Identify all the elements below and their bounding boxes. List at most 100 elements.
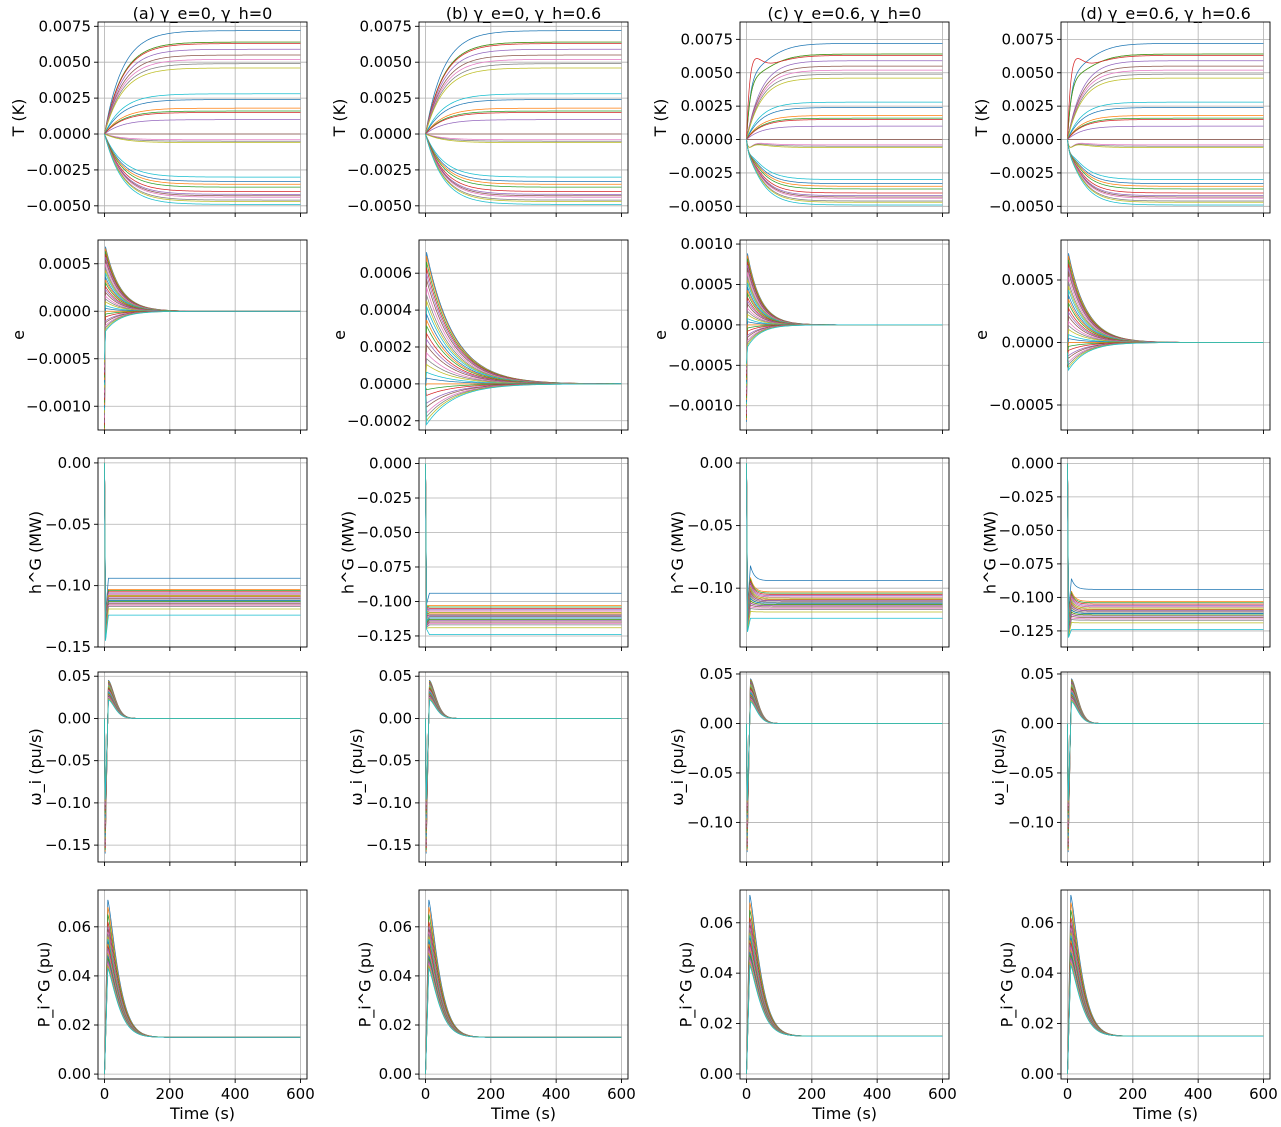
- series-group: [746, 678, 943, 853]
- series-line: [746, 321, 943, 382]
- series-group: [104, 899, 301, 1075]
- series-line: [746, 701, 943, 801]
- series-line: [425, 681, 622, 850]
- y-tick-label: −0.050: [356, 523, 412, 541]
- series-line: [104, 462, 301, 634]
- series-line: [425, 899, 622, 1075]
- y-axis-label: T (K): [972, 99, 991, 138]
- series-line: [104, 680, 301, 852]
- series-line: [1067, 342, 1264, 357]
- series-line: [746, 139, 943, 194]
- series-line: [425, 463, 622, 615]
- series-line: [1067, 463, 1264, 634]
- series-line: [1067, 964, 1264, 1074]
- series-line: [425, 696, 622, 807]
- series-line: [104, 682, 301, 848]
- series-line: [104, 959, 301, 1075]
- series-line: [425, 463, 622, 608]
- y-tick-label: 0.0000: [360, 375, 413, 393]
- plot-frame: [739, 239, 950, 431]
- series-line: [425, 463, 622, 605]
- series-line: [746, 910, 943, 1074]
- series-line: [746, 463, 943, 614]
- y-tick-label: −0.0010: [668, 397, 733, 415]
- series-line: [104, 462, 301, 622]
- series-line: [104, 696, 301, 807]
- series-line: [425, 959, 622, 1075]
- y-tick-label: 0.0075: [360, 17, 413, 35]
- series-line: [1067, 684, 1264, 838]
- series-line: [104, 899, 301, 1075]
- subplot: 0.00 0.02 0.04 0.06 0 200 400 600 Time (s) P_i^G …: [35, 889, 315, 1123]
- series-line: [104, 936, 301, 1075]
- y-tick-label: 0.00: [1021, 1065, 1054, 1083]
- series-line: [746, 139, 943, 148]
- series-line: [746, 282, 943, 404]
- series-line: [746, 678, 943, 853]
- y-tick-label: 0.0004: [360, 301, 413, 319]
- series-line: [746, 930, 943, 1074]
- series-line: [746, 276, 943, 408]
- x-tick-label: 600: [1249, 1085, 1278, 1103]
- series-line: [746, 463, 943, 629]
- series-line: [425, 962, 622, 1075]
- series-line: [1067, 937, 1264, 1074]
- plot-frame: [1060, 239, 1271, 431]
- x-axis-label: Time (s): [1132, 1104, 1198, 1123]
- subplot: −0.15 −0.10 −0.05 0.00 0.05 ω_i (pu/s): [26, 667, 308, 866]
- y-axis-label: e: [972, 330, 991, 340]
- series-line: [104, 462, 301, 620]
- series-line: [746, 42, 943, 140]
- series-line: [746, 463, 943, 626]
- series-group: [746, 42, 943, 206]
- series-line: [425, 463, 622, 621]
- series-line: [1067, 678, 1264, 853]
- series-line: [425, 463, 622, 625]
- series-line: [425, 682, 622, 848]
- series-line: [1067, 463, 1264, 612]
- series-line: [1067, 691, 1264, 822]
- subplot: −0.10 −0.05 0.00 h^G (MW): [668, 454, 950, 651]
- series-line: [425, 463, 622, 629]
- y-tick-label: 0.05: [700, 665, 733, 683]
- y-tick-label: 0.0025: [39, 89, 92, 107]
- series-line: [746, 463, 943, 631]
- series-line: [746, 53, 943, 140]
- series-line: [1067, 42, 1264, 140]
- y-tick-label: 0.00: [58, 454, 91, 472]
- series-line: [104, 947, 301, 1075]
- series-group: [1067, 42, 1264, 206]
- series-line: [425, 686, 622, 834]
- series-line: [104, 690, 301, 824]
- series-line: [746, 139, 943, 184]
- column-title: (b) γ_e=0, γ_h=0.6: [446, 4, 601, 24]
- series-line: [1067, 282, 1264, 364]
- y-tick-label: 0.0002: [360, 338, 413, 356]
- series-group: [425, 463, 622, 635]
- series-line: [746, 696, 943, 810]
- series-line: [104, 695, 301, 811]
- y-axis-label: T (K): [330, 99, 349, 138]
- series-line: [425, 684, 622, 843]
- series-line: [1067, 463, 1264, 638]
- y-tick-label: 0.0000: [681, 131, 734, 149]
- series-line: [1067, 690, 1264, 824]
- series-line: [425, 695, 622, 809]
- series-group: [104, 30, 301, 205]
- series-group: [425, 679, 622, 854]
- series-line: [104, 41, 301, 135]
- series-line: [104, 954, 301, 1075]
- series-line: [104, 959, 301, 1075]
- y-axis-label: h^G (MW): [668, 511, 687, 594]
- series-line: [746, 65, 943, 140]
- series-line: [104, 133, 301, 201]
- series-line: [425, 691, 622, 821]
- subplot: −0.10 −0.05 0.00 0.05 ω_i (pu/s): [668, 665, 950, 866]
- series-line: [746, 463, 943, 612]
- series-line: [746, 694, 943, 815]
- subplot: −0.10 −0.05 0.00 0.05 ω_i (pu/s): [989, 665, 1271, 866]
- series-line: [1067, 697, 1264, 808]
- series-line: [1067, 692, 1264, 821]
- y-tick-label: 0.02: [58, 1016, 91, 1034]
- y-tick-label: −0.0025: [989, 164, 1054, 182]
